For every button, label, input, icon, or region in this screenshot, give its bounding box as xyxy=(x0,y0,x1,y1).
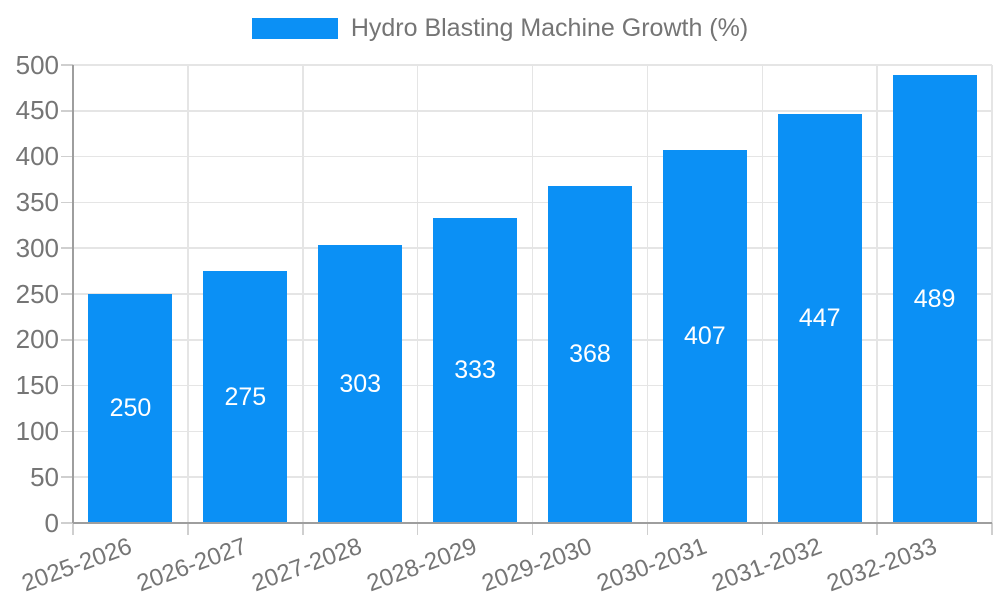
gridline-vertical xyxy=(302,65,304,523)
y-axis-tick xyxy=(61,155,73,158)
legend-swatch xyxy=(251,18,338,39)
plot-area: 0 50 100 150 200 250 300 350 400 450 500 250 275 303 3… xyxy=(16,50,993,597)
legend-label: Hydro Blasting Machine Growth (%) xyxy=(350,14,749,42)
y-axis-tick-label: 0 xyxy=(44,507,59,538)
y-axis-tick-label: 150 xyxy=(15,370,59,401)
y-axis-tick xyxy=(61,339,73,341)
y-axis-tick xyxy=(61,201,73,204)
y-axis-tick-label: 200 xyxy=(15,324,59,355)
bar[interactable]: 489 xyxy=(892,75,977,523)
x-axis-tick xyxy=(72,523,74,535)
bar-value-label: 489 xyxy=(913,284,956,313)
bar-value-label: 407 xyxy=(683,322,726,351)
bar[interactable]: 303 xyxy=(318,245,403,523)
y-axis-tick-label: 300 xyxy=(15,232,59,263)
x-axis-tick xyxy=(991,523,993,535)
gridline-vertical xyxy=(761,65,763,523)
x-axis-tick xyxy=(646,523,649,535)
bar-value-label: 303 xyxy=(339,369,382,398)
gridline-vertical xyxy=(991,65,993,523)
y-axis-tick xyxy=(61,522,73,524)
bar-value-label: 368 xyxy=(569,339,611,368)
y-axis-tick-label: 500 xyxy=(15,49,59,80)
gridline-vertical xyxy=(531,65,534,523)
x-axis-tick xyxy=(302,523,304,535)
y-axis-tick xyxy=(61,247,73,249)
y-axis-tick-label: 100 xyxy=(15,415,59,446)
bar[interactable]: 250 xyxy=(88,294,173,523)
bar-value-label: 250 xyxy=(109,394,152,422)
x-axis-tick xyxy=(187,523,189,535)
x-axis-tick xyxy=(761,523,763,535)
y-axis-tick xyxy=(61,430,73,433)
bar[interactable]: 275 xyxy=(203,271,288,523)
legend[interactable]: Hydro Blasting Machine Growth (%) xyxy=(0,14,1000,43)
bar-value-label: 333 xyxy=(454,355,496,384)
y-axis-tick-label: 400 xyxy=(15,141,59,172)
bar-value-label: 447 xyxy=(798,303,841,332)
bar[interactable]: 447 xyxy=(777,113,862,523)
y-axis-tick xyxy=(61,476,73,478)
x-axis-tick xyxy=(416,523,419,535)
gridline-vertical xyxy=(876,65,878,523)
gridline-vertical xyxy=(416,65,419,523)
gridline-vertical xyxy=(646,65,649,523)
y-axis-line xyxy=(72,65,74,523)
gridline-vertical xyxy=(187,65,189,523)
y-axis-tick-label: 250 xyxy=(15,278,59,309)
bar[interactable]: 333 xyxy=(433,217,518,523)
y-axis-tick xyxy=(61,64,73,66)
y-axis-tick xyxy=(61,293,73,295)
x-axis-tick xyxy=(876,523,878,535)
bar-value-label: 275 xyxy=(224,382,267,411)
bar[interactable]: 407 xyxy=(662,150,747,523)
y-axis-tick xyxy=(61,384,73,387)
y-axis-tick-label: 50 xyxy=(30,461,59,492)
x-axis-line xyxy=(73,522,992,524)
y-axis-tick-label: 350 xyxy=(15,186,59,217)
y-axis-tick-label: 450 xyxy=(15,95,59,126)
x-axis-tick xyxy=(531,523,534,535)
bar[interactable]: 368 xyxy=(547,185,632,523)
y-axis-tick xyxy=(61,110,73,112)
